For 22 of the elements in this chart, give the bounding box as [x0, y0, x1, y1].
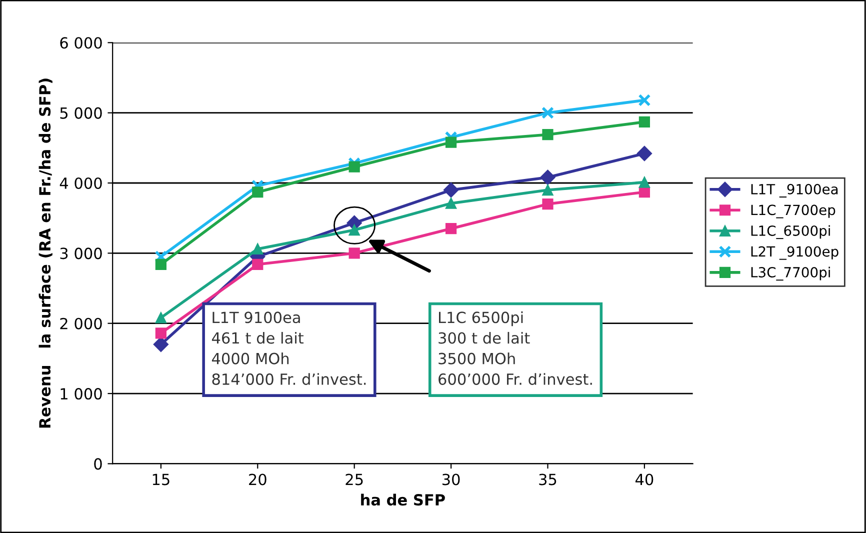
- legend-label: L1C_6500pi: [751, 225, 830, 240]
- legend-label: L2T _9100ep: [751, 246, 838, 260]
- y-tick-label: 1 000: [60, 388, 102, 400]
- x-tick-label: 30: [442, 474, 460, 486]
- y-tick-label: 0: [94, 458, 102, 470]
- legend-label: L1C_7700ep: [751, 204, 836, 218]
- legend-label: L3C_7700pi: [751, 266, 830, 281]
- annotation: L1C 6500pi 300 t de lait 3500 MOh 600’000 Fr. d’invest.: [438, 311, 592, 385]
- y-tick-label: 6 000: [60, 37, 102, 49]
- x-tick-label: 25: [346, 474, 363, 486]
- y-axis-title: Revenu la surface (RA en Fr./ha de SFP): [38, 78, 52, 428]
- y-tick-label: 2 000: [60, 318, 102, 330]
- legend-label: L1T _9100ea: [751, 184, 838, 198]
- x-tick-label: 20: [249, 474, 266, 486]
- y-tick-label: 3 000: [60, 248, 102, 260]
- x-tick-label: 15: [152, 474, 170, 486]
- x-tick-label: 40: [635, 474, 654, 486]
- annotation: L1T 9100ea 461 t de lait 4000 MOh 814’000 Fr. d’invest.: [212, 312, 366, 385]
- x-tick-label: 35: [539, 474, 556, 486]
- y-tick-label: 4 000: [60, 177, 102, 190]
- x-axis-title: ha de SFP: [361, 494, 445, 506]
- y-tick-label: 5 000: [60, 107, 102, 119]
